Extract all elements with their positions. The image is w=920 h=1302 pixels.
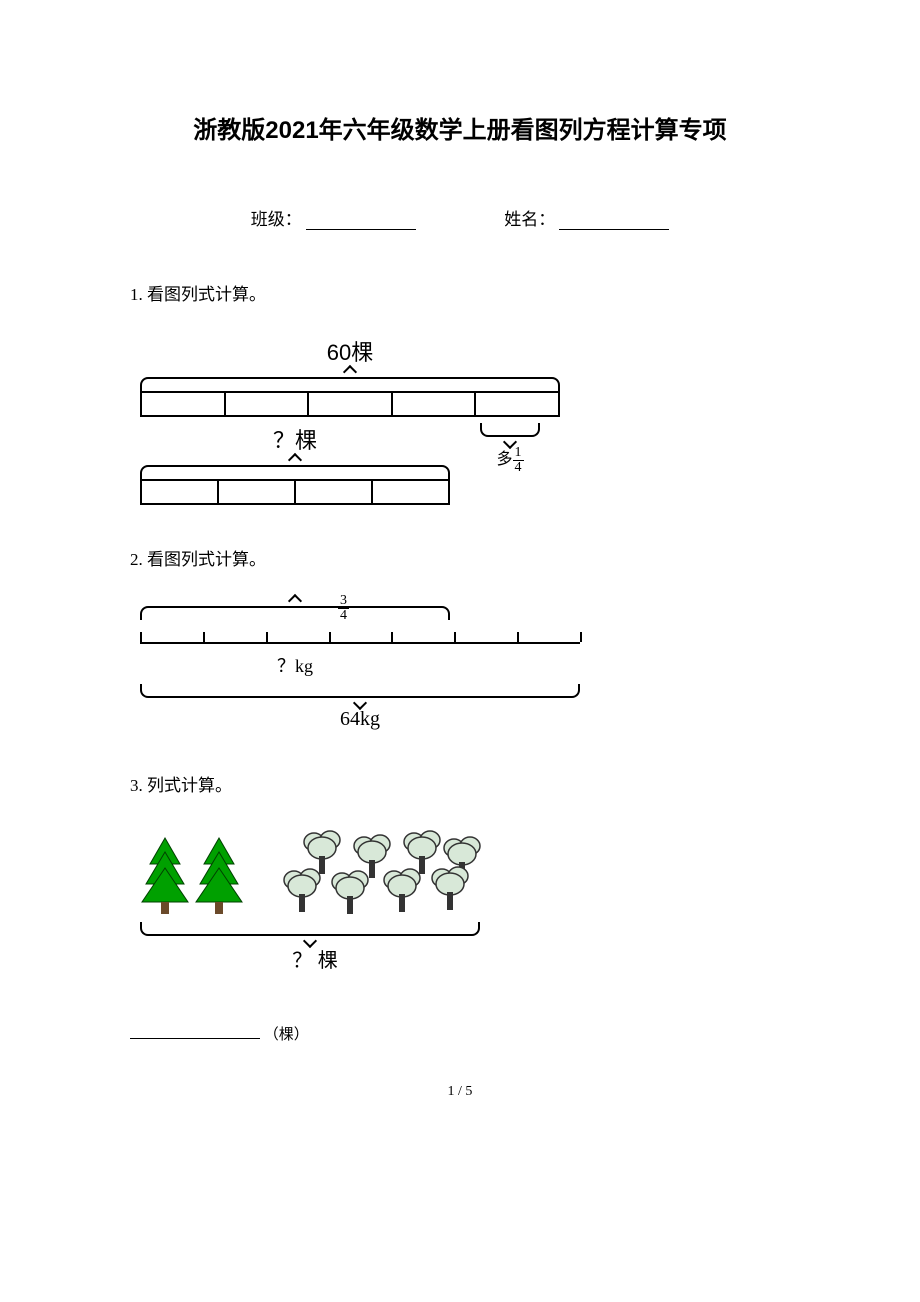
brace-icon	[140, 600, 450, 620]
q3-unknown-label: ？ 棵	[140, 944, 490, 973]
tick-icon	[329, 632, 331, 642]
bar-segment	[476, 393, 558, 415]
tree-row	[140, 826, 490, 916]
cloud-trees	[280, 826, 480, 916]
fraction-icon: 14	[513, 446, 524, 475]
class-blank[interactable]	[306, 214, 416, 230]
q1-label: 1. 看图列式计算。	[130, 280, 790, 305]
q2-total-label: 64kg	[140, 708, 580, 731]
tick-icon	[580, 632, 582, 642]
bar-segment	[309, 393, 393, 415]
bar-segment	[142, 393, 226, 415]
answer-blank[interactable]	[130, 1025, 260, 1039]
q2-ruler	[140, 624, 580, 644]
brace-icon	[140, 684, 580, 704]
brace-icon	[140, 459, 450, 479]
name-label: 姓名：	[504, 210, 555, 229]
q3-diagram: ？ 棵	[140, 826, 490, 973]
cloud-tree-icon	[380, 864, 424, 916]
brace-icon	[140, 371, 560, 391]
pine-tree-icon	[140, 836, 190, 916]
cloud-tree-icon	[428, 862, 472, 914]
bar-segment	[142, 481, 219, 503]
bar-segment	[219, 481, 296, 503]
q2-unknown-label: ？kg	[140, 652, 450, 678]
answer-line: （棵）	[130, 1023, 790, 1044]
q1-extra-label: 多	[496, 451, 512, 468]
tick-icon	[454, 632, 456, 642]
q2-label: 2. 看图列式计算。	[130, 545, 790, 570]
page-title: 浙教版2021年六年级数学上册看图列方程计算专项	[130, 110, 790, 145]
question-2: 2. 看图列式计算。 34 ？kg 64kg	[130, 545, 790, 731]
q1-diagram: 60棵 ？棵 多14	[140, 335, 560, 505]
question-3: 3. 列式计算。	[130, 771, 790, 1044]
bar-segment	[296, 481, 373, 503]
q3-label: 3. 列式计算。	[130, 771, 790, 796]
question-1: 1. 看图列式计算。 60棵 ？棵 多14	[130, 280, 790, 505]
q2-diagram: 34 ？kg 64kg	[140, 600, 580, 731]
tick-icon	[140, 632, 142, 642]
brace-icon	[480, 423, 540, 443]
q1-unknown-bar	[140, 479, 450, 505]
brace-icon	[140, 922, 480, 942]
cloud-tree-icon	[328, 866, 372, 918]
answer-unit: （棵）	[264, 1027, 309, 1043]
tick-icon	[266, 632, 268, 642]
tick-icon	[203, 632, 205, 642]
class-label: 班级：	[251, 210, 302, 229]
tick-icon	[391, 632, 393, 642]
page-number: 1 / 5	[130, 1084, 790, 1100]
q1-extra: 多14	[460, 423, 560, 475]
cloud-tree-icon	[280, 864, 324, 916]
bar-segment	[373, 481, 448, 503]
name-blank[interactable]	[559, 214, 669, 230]
bar-segment	[226, 393, 310, 415]
bar-segment	[393, 393, 477, 415]
q1-total-bar	[140, 391, 560, 417]
q1-top-value: 60棵	[140, 335, 560, 367]
form-row: 班级： 姓名：	[130, 205, 790, 230]
tick-icon	[517, 632, 519, 642]
q1-unknown-label: ？棵	[140, 423, 450, 455]
pine-tree-icon	[194, 836, 244, 916]
